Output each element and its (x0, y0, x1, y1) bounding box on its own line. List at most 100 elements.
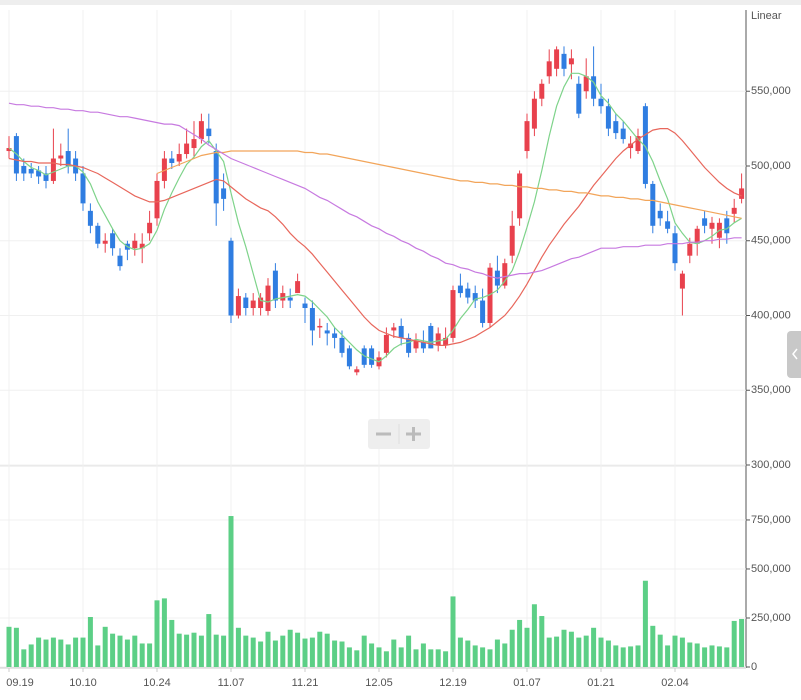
candle-body (428, 325, 434, 349)
candle-body (258, 297, 264, 309)
volume-tick-label: 250,000 (751, 612, 791, 624)
candle-body (672, 233, 678, 264)
candle-body (184, 143, 190, 155)
candle-body (317, 325, 323, 328)
candle-body (161, 158, 167, 181)
candle-body (102, 240, 108, 244)
volume-bar (546, 637, 552, 667)
volume-bar (332, 640, 338, 667)
volume-bar (672, 635, 678, 667)
volume-bar (295, 632, 301, 667)
volume-bar (509, 629, 515, 667)
moving-average-line (8, 102, 742, 279)
volume-bar (687, 642, 693, 667)
volume-bar (161, 598, 167, 667)
candle-body (472, 293, 478, 301)
candle-body (561, 53, 567, 69)
volume-bar (709, 645, 715, 667)
candle-body (583, 76, 589, 92)
candle-body (598, 98, 604, 107)
volume-bar (539, 616, 545, 667)
candle-body (420, 342, 426, 349)
candle-body (502, 263, 508, 286)
volume-bar (110, 633, 116, 667)
volume-tick-label: 500,000 (751, 563, 791, 575)
volume-bar (420, 643, 426, 667)
volume-bar (87, 617, 93, 667)
candle-body (6, 148, 12, 152)
candle-body (36, 170, 42, 177)
volume-bar (124, 639, 130, 667)
candle-body (398, 325, 404, 338)
volume-bar (716, 646, 722, 667)
candle-body (243, 297, 249, 309)
candle-body (568, 58, 574, 65)
volume-bar (132, 635, 138, 667)
candle-body (450, 290, 456, 338)
volume-bar (280, 635, 286, 667)
volume-bar (406, 635, 412, 667)
candle-body (332, 333, 338, 338)
volume-bar (43, 639, 49, 667)
candle-body (702, 218, 708, 226)
volume-bar (117, 635, 123, 667)
volume-bar (731, 620, 737, 667)
volume-bar (102, 626, 108, 667)
zoom-control[interactable] (368, 419, 430, 449)
volume-bar (198, 635, 204, 667)
candle-body (250, 300, 256, 309)
candle-body (635, 136, 641, 152)
volume-bar (568, 631, 574, 667)
y-tick-label: 450,000 (751, 235, 791, 247)
candle-body (280, 293, 286, 301)
volume-bar (169, 619, 175, 667)
candle-body (50, 158, 56, 181)
candle-body (117, 255, 123, 267)
volume-bar (302, 638, 308, 667)
candle-body (110, 233, 116, 249)
volume-bar (480, 647, 486, 667)
volume-bar (339, 641, 345, 667)
volume-bar (435, 649, 441, 667)
volume-bar (494, 639, 500, 667)
volume-bar (346, 647, 352, 667)
candle-body (487, 267, 493, 323)
x-tick-label: 11.21 (292, 677, 319, 689)
candle-body (554, 49, 560, 69)
volume-bar (50, 637, 56, 667)
candle-body (391, 327, 397, 331)
candle-body (546, 61, 552, 77)
volume-bar (13, 627, 19, 667)
x-tick-label: 11.07 (218, 677, 245, 689)
volume-bar (739, 618, 745, 667)
volume-tick-label: 750,000 (751, 514, 791, 526)
candle-body (531, 98, 537, 129)
candle-body (191, 139, 197, 149)
volume-bar (6, 626, 12, 667)
scale-label: Linear (751, 10, 782, 22)
volume-bar (176, 633, 182, 667)
volume-bar (502, 643, 508, 667)
side-tab[interactable] (787, 331, 801, 378)
candle-body (95, 225, 101, 244)
volume-bar (309, 637, 315, 667)
x-tick-label: 10.24 (143, 677, 171, 689)
volume-bar (443, 651, 449, 667)
volume-bar (147, 643, 153, 667)
volume-bar (369, 643, 375, 667)
volume-bar (95, 645, 101, 667)
candle-body (87, 210, 93, 226)
volume-bar (21, 649, 27, 667)
volume-bar (354, 650, 360, 667)
side-tab-arrow (792, 348, 798, 360)
candle-body (295, 281, 301, 294)
volume-bar (28, 644, 34, 667)
x-tick-label: 09.19 (6, 677, 34, 689)
volume-bar (184, 634, 190, 667)
candle-body (642, 106, 648, 184)
volume-bar (613, 645, 619, 667)
candle-body (665, 221, 671, 229)
candle-body (739, 188, 745, 199)
candle-body (21, 165, 27, 174)
volume-bar (65, 644, 71, 667)
